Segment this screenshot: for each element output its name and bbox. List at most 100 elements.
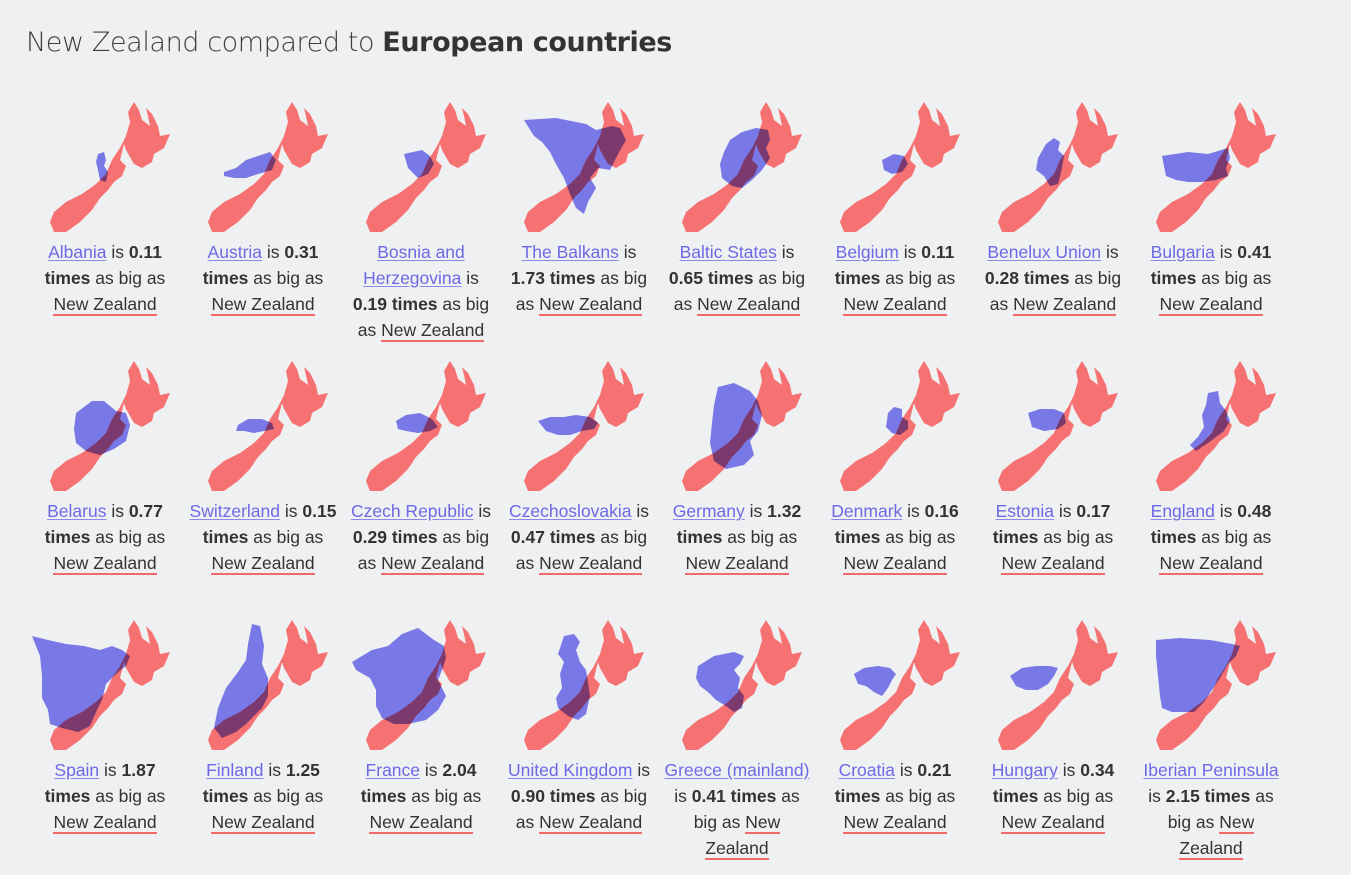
size-factor: 0.29 times xyxy=(352,527,438,547)
new-zealand-shape xyxy=(840,620,960,750)
reference-link-new-zealand[interactable]: New Zealand xyxy=(843,812,947,834)
size-factor: 0.11 times xyxy=(834,242,955,288)
comparison-caption: Spain is 1.87 times as big as New Zealan… xyxy=(30,757,180,835)
reference-link-new-zealand[interactable]: New Zealand xyxy=(369,812,473,834)
size-factor: 0.19 times xyxy=(352,294,438,314)
country-link-baltic-states[interactable]: Baltic States xyxy=(679,242,777,262)
country-link-estonia[interactable]: Estonia xyxy=(995,501,1054,521)
comparison-card-czech-republic: Czech Republic is 0.29 times as big as N… xyxy=(342,357,500,616)
country-link-czech-republic[interactable]: Czech Republic xyxy=(350,501,474,521)
comparison-caption: Albania is 0.11 times as big as New Zeal… xyxy=(30,239,180,317)
france-shape xyxy=(352,628,446,724)
reference-link-new-zealand[interactable]: New Zealand xyxy=(1001,553,1105,575)
country-link-germany[interactable]: Germany xyxy=(672,501,745,521)
reference-link-new-zealand[interactable]: New Zealand xyxy=(539,294,643,316)
comparison-caption: Denmark is 0.16 times as big as New Zeal… xyxy=(820,498,970,576)
caption-is-text: is xyxy=(106,242,129,262)
caption-is-text: is xyxy=(1101,242,1119,262)
overlay-map xyxy=(682,361,802,491)
reference-link-new-zealand[interactable]: New Zealand xyxy=(1159,553,1263,575)
reference-link-new-zealand[interactable]: New Zealand xyxy=(705,812,781,860)
reference-link-new-zealand[interactable]: New Zealand xyxy=(1159,294,1263,316)
country-link-austria[interactable]: Austria xyxy=(207,242,263,262)
reference-link-new-zealand[interactable]: New Zealand xyxy=(843,553,947,575)
caption-is-text: is xyxy=(473,501,492,521)
reference-link-new-zealand[interactable]: New Zealand xyxy=(539,553,643,575)
reference-link-new-zealand[interactable]: New Zealand xyxy=(843,294,947,316)
country-link-croatia[interactable]: Croatia xyxy=(838,760,895,780)
size-factor: 0.21 times xyxy=(834,760,952,806)
country-link-bosnia-and-herzegovina[interactable]: Bosnia and Herzegovina xyxy=(363,242,465,288)
size-factor: 0.48 times xyxy=(1150,501,1272,547)
country-link-hungary[interactable]: Hungary xyxy=(991,760,1058,780)
caption-as-big-as-text: as big as xyxy=(880,527,956,547)
caption-is-text: is xyxy=(1214,501,1238,521)
reference-link-new-zealand[interactable]: New Zealand xyxy=(211,553,315,575)
country-link-iberian-peninsula[interactable]: Iberian Peninsula xyxy=(1143,760,1279,780)
comparison-caption: Bosnia and Herzegovina is 0.19 times as … xyxy=(346,239,496,343)
reference-link-new-zealand[interactable]: New Zealand xyxy=(539,812,643,834)
reference-link-new-zealand[interactable]: New Zealand xyxy=(381,553,485,575)
page-title-emphasis: European countries xyxy=(382,27,672,58)
overlay-map xyxy=(682,620,802,750)
caption-as-big-as-text: as big as xyxy=(90,527,166,547)
country-link-denmark[interactable]: Denmark xyxy=(831,501,903,521)
comparison-card-spain: Spain is 1.87 times as big as New Zealan… xyxy=(26,616,184,875)
finland-shape xyxy=(214,624,268,738)
comparison-caption: United Kingdom is 0.90 times as big as N… xyxy=(504,757,654,835)
country-link-albania[interactable]: Albania xyxy=(48,242,107,262)
country-link-switzerland[interactable]: Switzerland xyxy=(189,501,281,521)
baltic-states-shape xyxy=(720,128,770,188)
size-factor: 0.28 times xyxy=(984,268,1070,288)
country-link-finland[interactable]: Finland xyxy=(206,760,264,780)
size-factor: 0.16 times xyxy=(834,501,959,547)
caption-is-text: is xyxy=(461,268,479,288)
reference-link-new-zealand[interactable]: New Zealand xyxy=(211,294,315,316)
overlay-map xyxy=(366,102,486,232)
hungary-shape xyxy=(1010,666,1058,690)
new-zealand-shape xyxy=(1156,620,1276,750)
size-factor: 1.73 times xyxy=(510,268,596,288)
reference-link-new-zealand[interactable]: New Zealand xyxy=(685,553,789,575)
reference-link-new-zealand[interactable]: New Zealand xyxy=(211,812,315,834)
size-factor: 0.15 times xyxy=(202,501,337,547)
country-link-england[interactable]: England xyxy=(1150,501,1215,521)
caption-is-text: is xyxy=(1148,786,1166,806)
caption-as-big-as-text: as big as xyxy=(515,527,648,573)
caption-is-text: is xyxy=(674,786,692,806)
country-link-belgium[interactable]: Belgium xyxy=(835,242,899,262)
estonia-shape xyxy=(1028,409,1066,431)
overlay-map xyxy=(524,361,644,491)
country-link-the-balkans[interactable]: The Balkans xyxy=(521,242,619,262)
country-link-spain[interactable]: Spain xyxy=(54,760,100,780)
page-title: New Zealand compared to European countri… xyxy=(26,27,672,58)
reference-link-new-zealand[interactable]: New Zealand xyxy=(697,294,801,316)
caption-is-text: is xyxy=(631,501,650,521)
reference-link-new-zealand[interactable]: New Zealand xyxy=(53,553,157,575)
country-link-czechoslovakia[interactable]: Czechoslovakia xyxy=(508,501,632,521)
caption-as-big-as-text: as big as xyxy=(515,786,648,832)
reference-link-new-zealand[interactable]: New Zealand xyxy=(53,294,157,316)
overlay-map xyxy=(208,361,328,491)
reference-link-new-zealand[interactable]: New Zealand xyxy=(1013,294,1117,316)
caption-as-big-as-text: as big as xyxy=(880,786,956,806)
reference-link-new-zealand[interactable]: New Zealand xyxy=(53,812,157,834)
caption-as-big-as-text: as big as xyxy=(248,268,324,288)
country-link-greece-mainland[interactable]: Greece (mainland) xyxy=(664,760,810,780)
country-link-belarus[interactable]: Belarus xyxy=(47,501,107,521)
size-factor: 0.77 times xyxy=(44,501,163,547)
reference-link-new-zealand[interactable]: New Zealand xyxy=(1179,812,1255,860)
country-link-bulgaria[interactable]: Bulgaria xyxy=(1150,242,1215,262)
reference-link-new-zealand[interactable]: New Zealand xyxy=(381,320,485,342)
caption-is-text: is xyxy=(776,242,795,262)
size-factor: 1.32 times xyxy=(676,501,802,547)
country-link-united-kingdom[interactable]: United Kingdom xyxy=(507,760,633,780)
country-link-benelux-union[interactable]: Benelux Union xyxy=(987,242,1102,262)
comparison-card-benelux-union: Benelux Union is 0.28 times as big as Ne… xyxy=(974,98,1132,357)
comparison-card-bulgaria: Bulgaria is 0.41 times as big as New Zea… xyxy=(1132,98,1290,357)
country-link-france[interactable]: France xyxy=(365,760,421,780)
comparison-caption: Baltic States is 0.65 times as big as Ne… xyxy=(662,239,812,317)
bosnia-and-herzegovina-shape xyxy=(404,150,434,178)
comparison-card-iberian-peninsula: Iberian Peninsula is 2.15 times as big a… xyxy=(1132,616,1290,875)
reference-link-new-zealand[interactable]: New Zealand xyxy=(1001,812,1105,834)
